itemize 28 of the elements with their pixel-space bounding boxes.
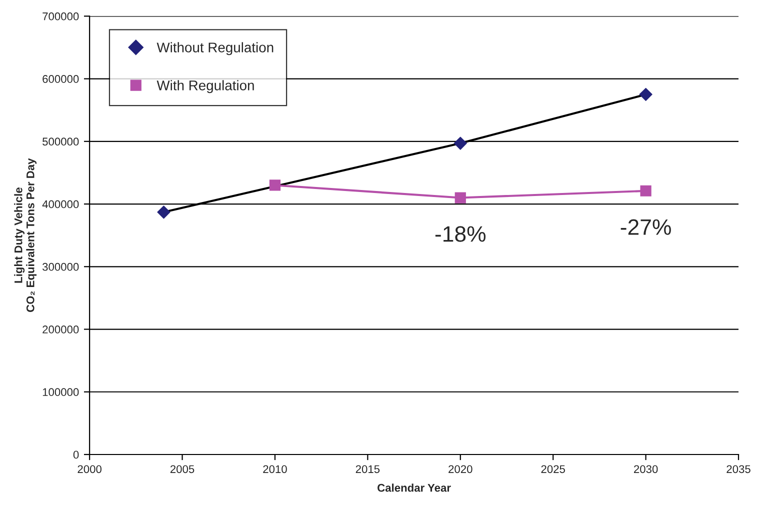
point	[269, 180, 281, 191]
y-tick-label: 400000	[42, 200, 79, 208]
point	[639, 88, 652, 101]
x-tick-label: 2015	[356, 465, 380, 474]
point	[454, 136, 467, 150]
y-tick-label: 300000	[42, 262, 79, 271]
y-tick-label: 600000	[42, 75, 79, 83]
y-axis-title: Light Duty Vehicle CO₂ Equivalent Tons Per Day	[14, 158, 37, 312]
x-tick-label: 2035	[726, 465, 750, 474]
x-tick-label: 2025	[541, 465, 565, 474]
x-tick-label: 2020	[448, 465, 472, 474]
y-tick-label: 200000	[42, 326, 79, 334]
annotation: -27%	[620, 219, 671, 235]
x-tick-label: 2005	[170, 465, 194, 474]
legend-label: Without Regulation	[156, 42, 274, 56]
y-tick-label: 100000	[42, 388, 79, 396]
y-tick-label: 700000	[42, 12, 79, 20]
point	[157, 206, 170, 219]
point	[454, 192, 466, 204]
x-tick-label: 2000	[78, 465, 102, 474]
y-tick-label: 500000	[42, 138, 79, 146]
x-tick-label: 2010	[263, 465, 287, 474]
y-tick-label: 0	[73, 450, 79, 459]
x-axis-title: Calendar Year	[378, 484, 451, 492]
legend-label: With Regulation	[156, 80, 254, 94]
annotation: -18%	[435, 226, 486, 242]
x-tick-label: 2030	[634, 465, 658, 474]
point	[640, 185, 652, 196]
